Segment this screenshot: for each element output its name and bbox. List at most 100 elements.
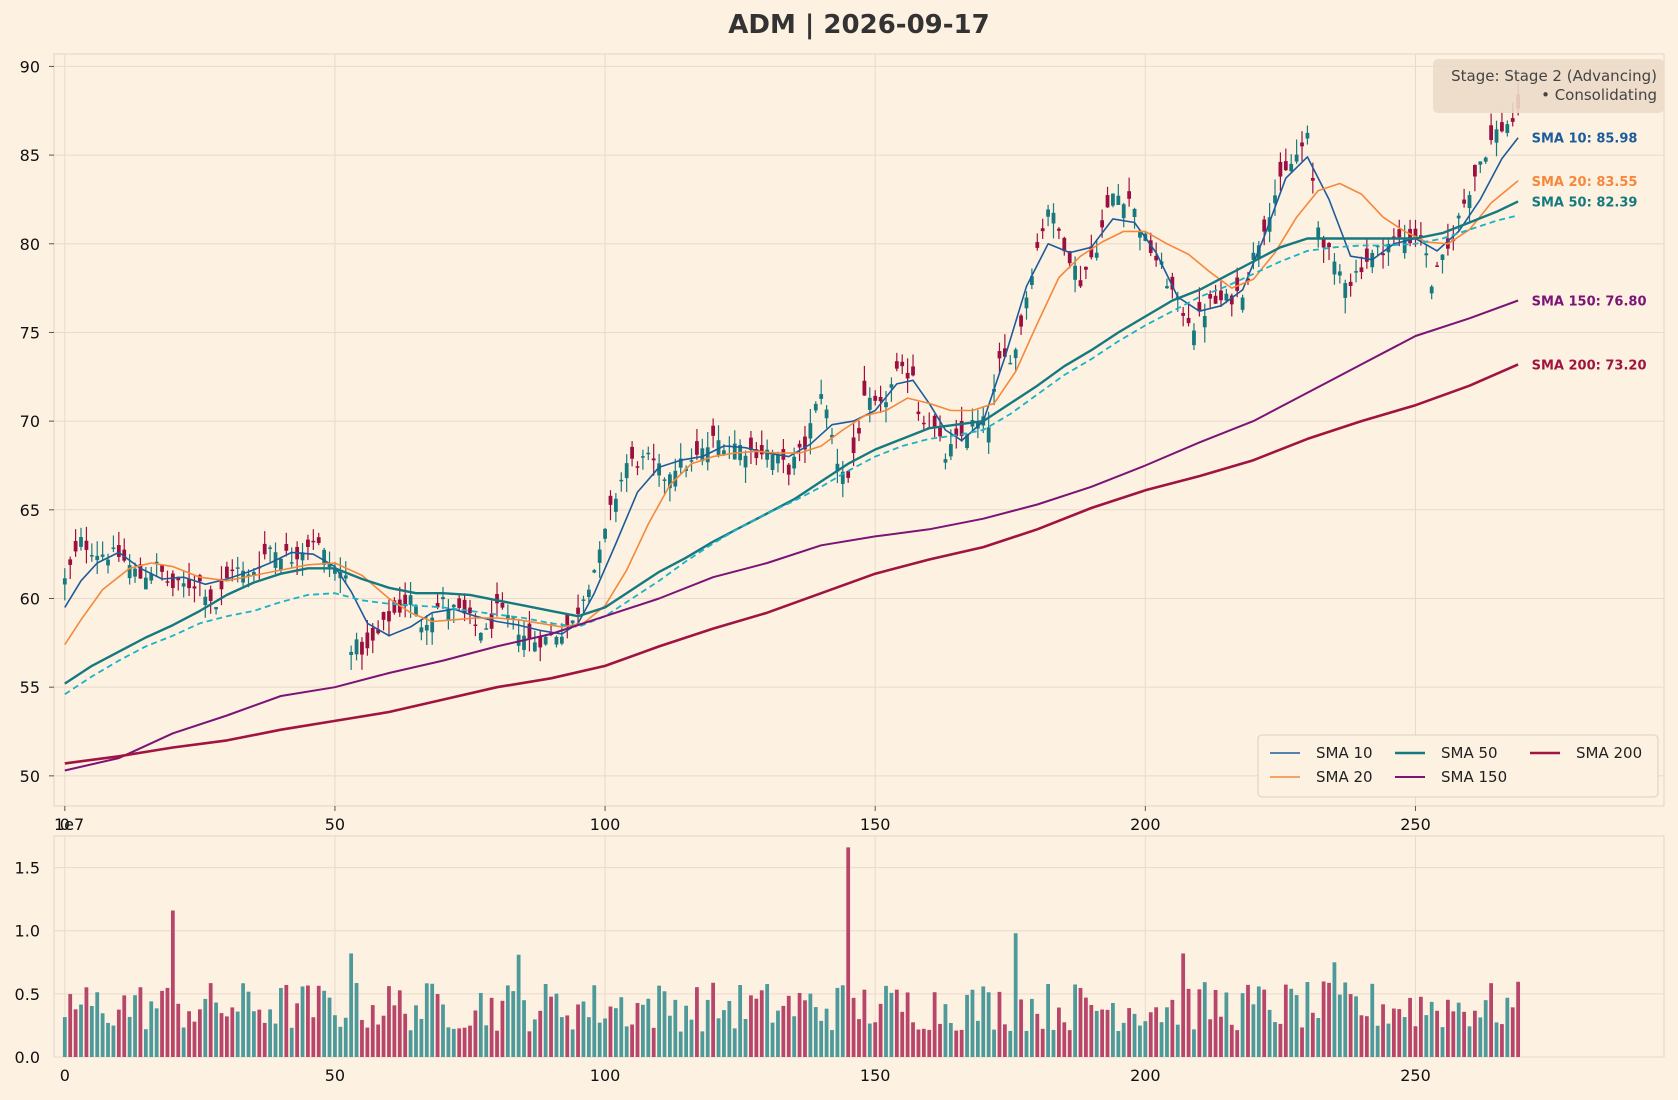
candle xyxy=(1500,111,1504,133)
vol-x-tick-label: 50 xyxy=(325,1066,345,1085)
volume-bar xyxy=(1111,1002,1115,1057)
volume-bar xyxy=(857,1019,861,1057)
volume-bar xyxy=(581,1001,586,1057)
candle xyxy=(1305,125,1310,145)
sma-line xyxy=(64,363,1519,765)
candle xyxy=(95,541,100,575)
candle xyxy=(1440,254,1445,274)
volume-bar xyxy=(532,1019,537,1057)
candle xyxy=(786,462,791,486)
candle xyxy=(170,570,175,597)
volume-bar xyxy=(635,1002,640,1057)
candle xyxy=(392,597,397,615)
volume-bar xyxy=(1040,1028,1045,1057)
volume-bar xyxy=(181,1027,186,1057)
candle xyxy=(743,450,748,483)
candle xyxy=(695,428,699,460)
candle xyxy=(1337,264,1342,284)
volume-bar xyxy=(1343,982,1348,1057)
volume-bar xyxy=(1186,988,1191,1057)
volume-bar xyxy=(592,985,597,1057)
volume-bar xyxy=(424,983,429,1057)
candle xyxy=(792,447,797,476)
candle xyxy=(1013,347,1018,371)
candle xyxy=(641,449,645,470)
candle xyxy=(1235,267,1240,298)
volume-bar xyxy=(1067,1030,1072,1057)
candle xyxy=(73,529,78,557)
volume-bar xyxy=(381,1015,386,1057)
volume-bar xyxy=(457,1028,462,1057)
volume-bar xyxy=(630,1024,634,1057)
candle xyxy=(68,556,73,579)
volume-bar xyxy=(79,1004,83,1057)
volume-bar xyxy=(268,1009,272,1057)
candle xyxy=(1489,113,1494,145)
volume-bar xyxy=(235,1011,240,1057)
volume-bar xyxy=(624,1026,629,1057)
candle xyxy=(316,532,321,546)
volume-bar xyxy=(516,954,521,1057)
volume-bar xyxy=(1516,981,1521,1057)
volume-bar xyxy=(100,1013,105,1057)
candle xyxy=(668,472,672,502)
candle xyxy=(835,448,840,484)
volume-bar xyxy=(781,1005,786,1057)
volume-bar xyxy=(197,1009,202,1057)
volume-bar xyxy=(1029,998,1034,1057)
volume-bar xyxy=(1057,1007,1061,1057)
volume-bar xyxy=(1310,1012,1315,1057)
candle xyxy=(1224,288,1229,304)
sma-line xyxy=(64,200,1519,685)
candle xyxy=(1294,139,1299,164)
sma-line xyxy=(64,299,1519,772)
volume-bar xyxy=(230,1007,235,1057)
volume-bar xyxy=(505,985,510,1057)
candle xyxy=(1354,259,1358,283)
candle xyxy=(1127,177,1132,207)
volume-bar xyxy=(338,1026,343,1057)
candle xyxy=(1192,323,1196,350)
candle xyxy=(1024,291,1029,320)
candle xyxy=(403,582,408,618)
y-tick-label: 55 xyxy=(20,678,40,697)
candle xyxy=(527,611,532,652)
volume-bar xyxy=(1019,999,1023,1057)
volume-bar xyxy=(608,1006,613,1057)
sma-lines xyxy=(64,137,1519,772)
volume-bar xyxy=(1143,1021,1148,1057)
candle xyxy=(646,446,651,461)
candle xyxy=(597,541,602,578)
candle xyxy=(613,493,618,523)
legend-label: SMA 50 xyxy=(1441,744,1498,762)
volume-bar xyxy=(1235,1030,1240,1057)
volume-bar xyxy=(1489,983,1494,1057)
volume-bar xyxy=(1413,1026,1418,1057)
candle xyxy=(1219,281,1223,307)
candle xyxy=(1029,268,1034,290)
y-tick-label: 85 xyxy=(20,146,40,165)
volume-bar xyxy=(1500,1024,1504,1057)
sma-end-labels: SMA 10: 85.98 SMA 20: 83.55 SMA 50: 82.39 S… xyxy=(1532,132,1647,374)
volume-bar xyxy=(430,983,435,1057)
volume-bar xyxy=(954,1030,959,1057)
volume-bar xyxy=(889,992,894,1057)
candle xyxy=(122,538,127,563)
candle xyxy=(581,595,586,613)
candle xyxy=(311,529,316,550)
volume-bar xyxy=(219,1013,224,1057)
volume-bar xyxy=(684,1005,689,1057)
volume-bar xyxy=(300,986,305,1057)
volume-bar xyxy=(1008,1030,1013,1057)
candle xyxy=(603,527,607,543)
candle xyxy=(79,527,83,551)
volume-bar xyxy=(1116,1031,1121,1057)
volume-bar xyxy=(867,1023,872,1057)
volume-bar xyxy=(932,992,937,1057)
candle xyxy=(1408,219,1412,247)
volume-bar xyxy=(1073,984,1077,1057)
candle xyxy=(149,566,154,585)
volume-bar xyxy=(1397,1009,1402,1057)
volume-bar xyxy=(921,1028,926,1057)
candle xyxy=(127,554,132,585)
